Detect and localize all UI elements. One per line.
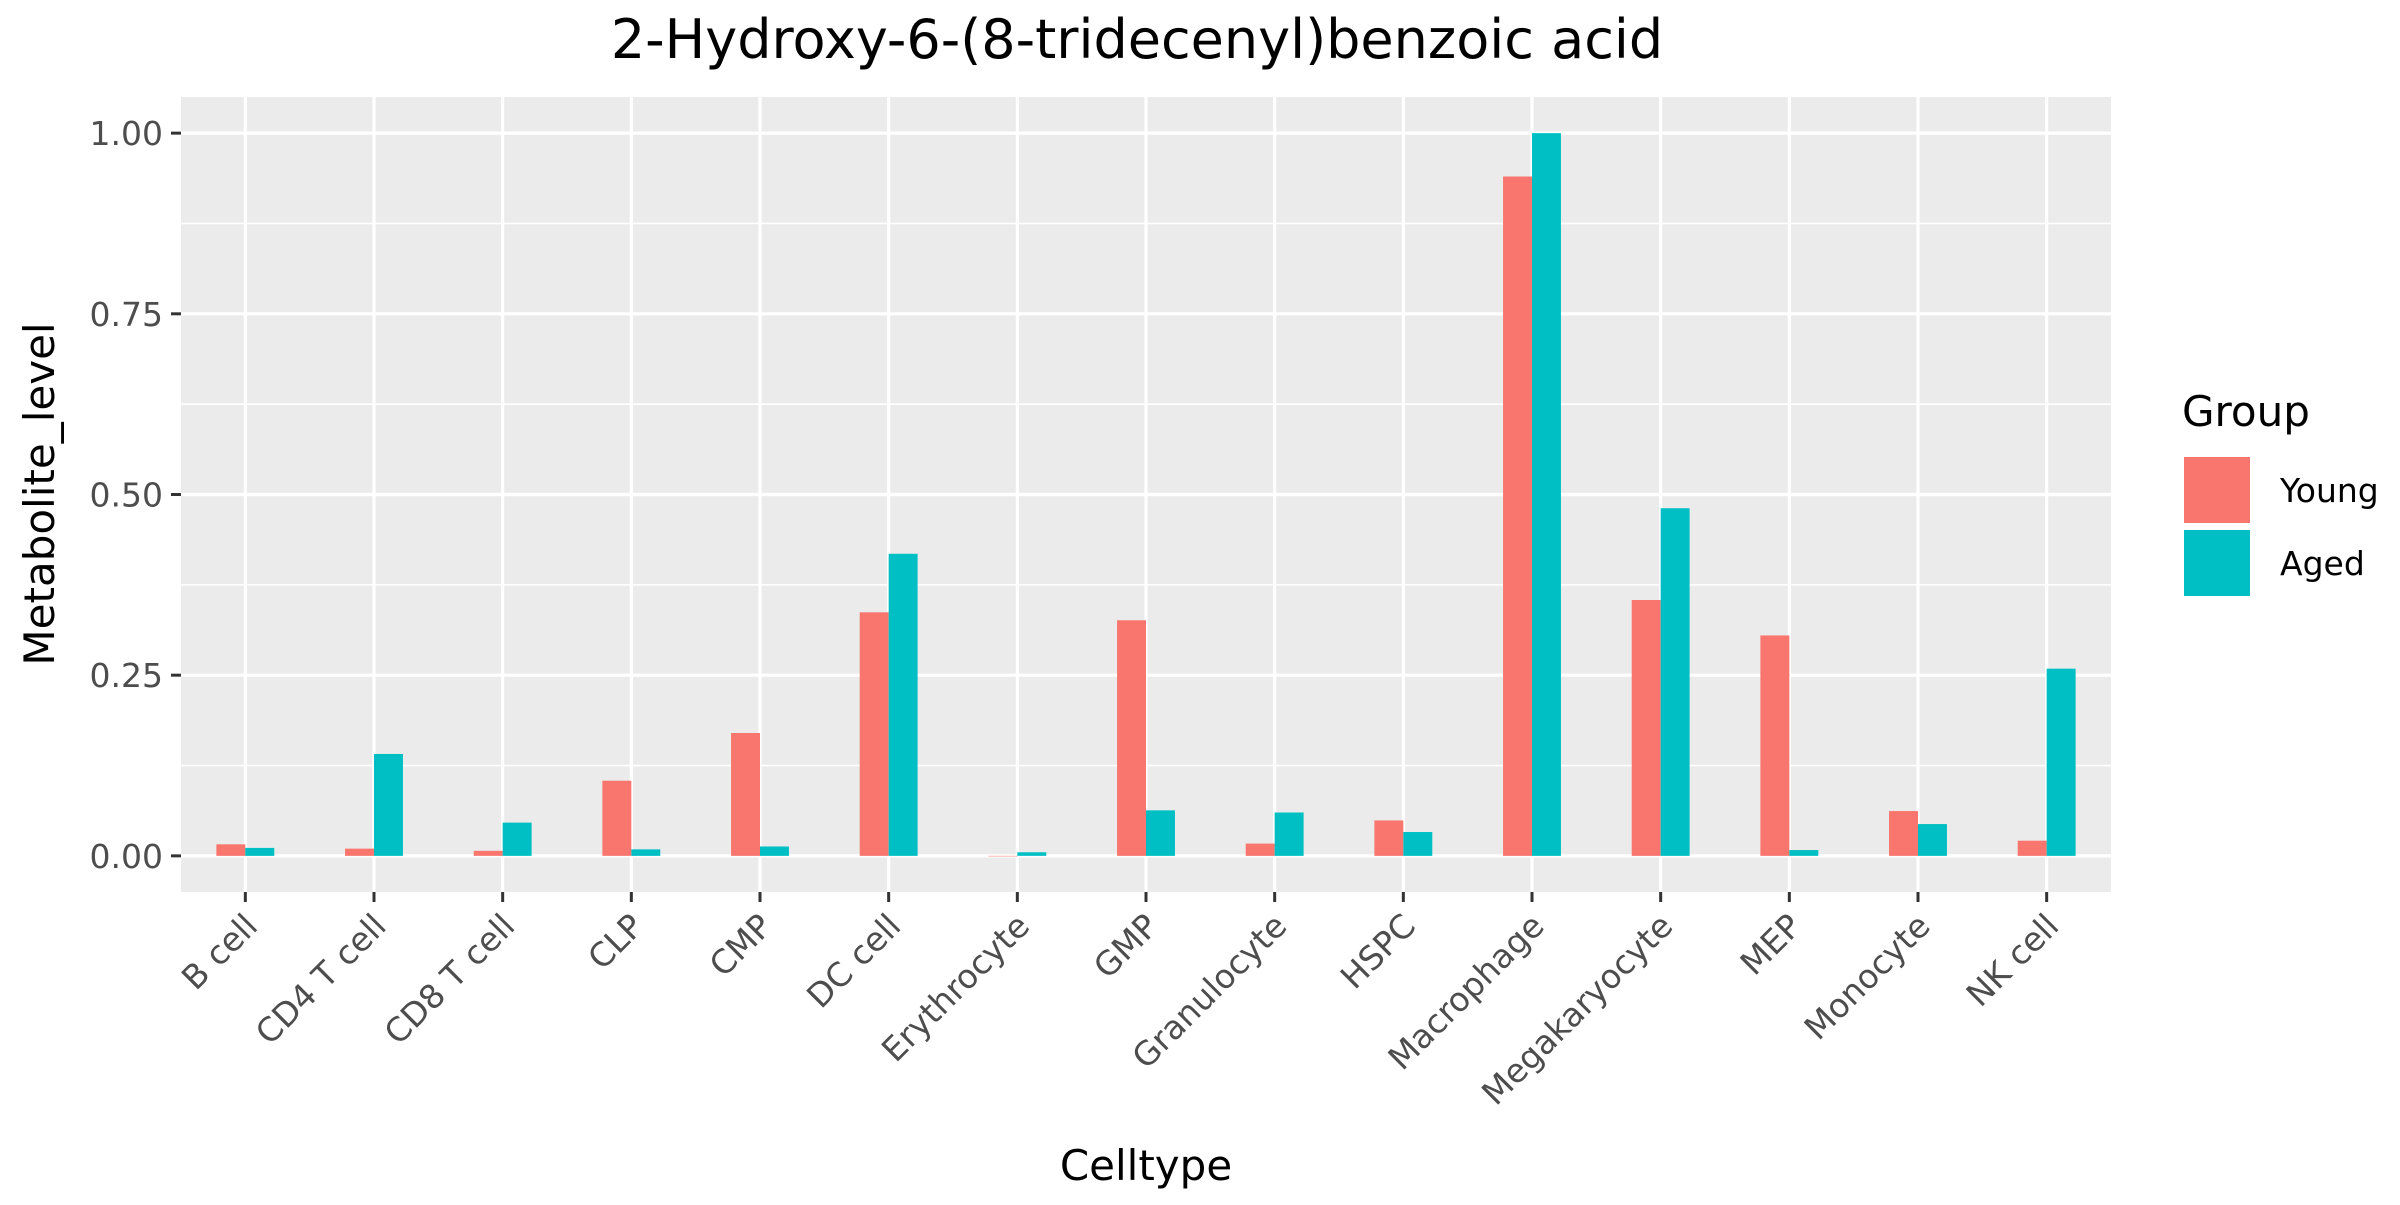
x-axis-label: Celltype xyxy=(1060,1141,1232,1190)
bar-young-cd8-t-cell xyxy=(473,850,503,856)
bar-young-macrophage xyxy=(1503,176,1532,856)
bar-young-nk-cell xyxy=(2017,840,2047,856)
bar-young-hspc xyxy=(1374,820,1404,856)
bar-aged-cmp xyxy=(760,846,789,856)
bars-layer xyxy=(216,133,2076,857)
legend-key-young xyxy=(2184,457,2250,523)
bar-young-b-cell xyxy=(216,844,246,856)
bar-young-granulocyte xyxy=(1245,843,1275,856)
bar-young-megakaryocyte xyxy=(1631,600,1661,856)
bar-aged-megakaryocyte xyxy=(1660,508,1690,856)
bar-aged-cd4-t-cell xyxy=(374,753,403,856)
legend-label-aged: Aged xyxy=(2280,544,2365,583)
bar-young-monocyte xyxy=(1889,811,1918,856)
y-tick-label: 0.75 xyxy=(90,295,163,334)
legend-items: Young Aged xyxy=(2184,457,2379,596)
bar-young-mep xyxy=(1760,635,1790,856)
bar-aged-granulocyte xyxy=(1274,812,1304,856)
y-tick-label: 0.25 xyxy=(90,656,163,695)
bar-young-erythrocyte xyxy=(988,855,1018,857)
chart-title: 2-Hydroxy-6-(8-tridecenyl)benzoic acid xyxy=(611,8,1663,71)
bar-young-dc-cell xyxy=(859,612,889,856)
bar-young-cd4-t-cell xyxy=(345,848,374,856)
bar-aged-cd8-t-cell xyxy=(502,822,532,856)
bar-young-clp xyxy=(602,780,632,856)
bar-aged-macrophage xyxy=(1532,133,1561,856)
bar-aged-gmp xyxy=(1146,810,1175,856)
bar-aged-clp xyxy=(631,849,661,856)
y-tick-label: 0.50 xyxy=(90,476,163,515)
legend-key-aged xyxy=(2184,530,2250,596)
y-tick-label: 0.00 xyxy=(90,837,163,876)
bar-aged-hspc xyxy=(1403,832,1433,856)
bar-aged-dc-cell xyxy=(888,553,918,856)
y-tick-label: 1.00 xyxy=(90,114,163,153)
legend-title: Group xyxy=(2182,387,2310,436)
y-axis-label: Metabolite_level xyxy=(15,322,64,665)
bar-aged-b-cell xyxy=(245,847,275,856)
bar-young-gmp xyxy=(1117,620,1146,856)
legend: Group Young Aged xyxy=(2182,387,2379,596)
bar-aged-mep xyxy=(1789,850,1819,856)
bar-young-cmp xyxy=(731,733,760,856)
bar-aged-erythrocyte xyxy=(1017,852,1047,856)
legend-label-young: Young xyxy=(2279,471,2379,510)
bar-aged-monocyte xyxy=(1918,824,1947,856)
bar-aged-nk-cell xyxy=(2046,668,2076,856)
